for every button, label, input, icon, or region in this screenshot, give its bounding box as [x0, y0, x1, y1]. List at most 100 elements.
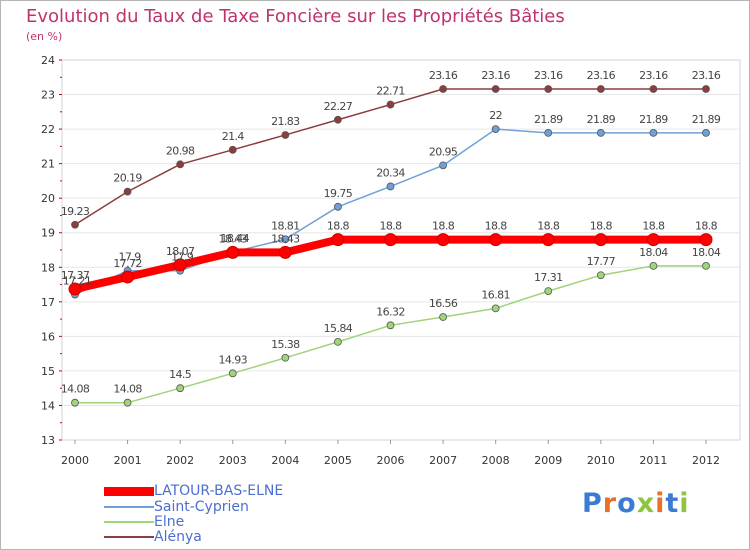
y-tick-label: 19	[41, 227, 55, 240]
data-point	[386, 100, 395, 109]
y-tick-label: 21	[41, 158, 55, 171]
data-label: 21.4	[222, 130, 245, 143]
legend-swatch	[104, 486, 154, 496]
data-label: 18.43	[219, 232, 248, 245]
data-label: 14.08	[61, 383, 90, 396]
data-label: 17.31	[534, 271, 563, 284]
y-tick-label: 17	[41, 296, 55, 309]
data-label: 21.89	[639, 113, 668, 126]
data-label: 16.32	[376, 305, 405, 318]
data-label: 22.71	[376, 85, 405, 98]
y-tick-label: 23	[41, 89, 55, 102]
data-label: 22.27	[324, 100, 353, 113]
data-label: 18.8	[379, 220, 402, 233]
data-label: 18.8	[642, 220, 665, 233]
legend-label: Alénya	[154, 529, 202, 545]
logo-letter: P	[582, 488, 603, 519]
data-point	[331, 233, 345, 247]
data-label: 14.93	[219, 353, 248, 366]
data-point	[436, 233, 450, 247]
data-label: 18.8	[695, 220, 718, 233]
data-point	[702, 85, 710, 93]
data-point	[71, 220, 79, 229]
data-label: 18.81	[271, 219, 300, 232]
data-label: 18.07	[166, 245, 195, 258]
x-tick-label: 2005	[324, 454, 352, 467]
data-label: 21.89	[692, 113, 721, 126]
data-point	[439, 161, 447, 170]
data-label: 17.21	[63, 275, 92, 288]
data-point	[596, 128, 605, 137]
data-point	[491, 85, 500, 93]
legend-item-saint-cyprien[interactable]: Saint-Cyprien	[104, 500, 249, 514]
data-point	[544, 128, 553, 137]
data-label: 21.89	[587, 113, 616, 126]
x-tick-label: 2002	[166, 454, 194, 467]
data-point	[439, 313, 447, 321]
data-label: 17.9	[119, 251, 142, 264]
data-label: 18.43	[271, 232, 300, 245]
data-label: 14.08	[113, 383, 142, 396]
data-label: 18.04	[692, 246, 721, 259]
data-label: 23.16	[587, 69, 616, 82]
data-point	[646, 233, 660, 247]
data-label: 21.89	[534, 113, 563, 126]
data-point	[649, 261, 658, 270]
series-elne	[71, 261, 710, 407]
data-label: 20.98	[166, 144, 195, 157]
data-label: 18.04	[639, 246, 668, 259]
data-point	[123, 398, 132, 407]
data-label: 17.9	[171, 251, 194, 264]
data-label: 17.72	[113, 257, 142, 270]
data-label: 20.19	[113, 172, 142, 185]
data-label: 15.84	[324, 322, 353, 335]
data-point	[699, 233, 713, 247]
y-tick-label: 22	[41, 123, 55, 136]
x-tick-label: 2010	[587, 454, 615, 467]
data-point	[68, 282, 82, 296]
legend-item-elne[interactable]: Elne	[104, 515, 184, 529]
data-label: 16.81	[481, 288, 510, 301]
legend-item-alenya[interactable]: Alénya	[104, 530, 202, 544]
x-tick-label: 2003	[219, 454, 247, 467]
data-point	[596, 271, 605, 280]
data-point	[544, 85, 553, 93]
data-point	[386, 182, 395, 191]
data-label: 21.83	[271, 115, 300, 128]
data-label: 18.8	[485, 220, 508, 233]
data-point	[386, 321, 395, 330]
data-label: 16.56	[429, 297, 458, 310]
data-point	[544, 287, 553, 296]
logo-letter: i	[655, 488, 666, 519]
data-point	[123, 187, 132, 196]
data-point	[281, 235, 290, 244]
data-point	[702, 128, 710, 137]
data-point	[334, 337, 342, 346]
y-tick-label: 15	[41, 365, 55, 378]
data-point	[649, 128, 658, 137]
data-point	[541, 233, 555, 247]
x-tick-label: 2008	[482, 454, 510, 467]
data-label: 20.34	[376, 166, 405, 179]
y-tick-label: 13	[41, 434, 55, 447]
series-latour-bas-elne	[68, 233, 713, 296]
legend-item-latour[interactable]: LATOUR-BAS-ELNE	[104, 484, 283, 498]
data-label: 17.77	[587, 255, 616, 268]
x-tick-label: 2007	[429, 454, 457, 467]
data-label: 19.75	[324, 187, 353, 200]
data-point	[228, 369, 237, 378]
logo-letter: x	[636, 488, 656, 519]
plot-area	[61, 59, 741, 441]
data-point	[702, 261, 710, 270]
proxiti-logo: Proxiti	[582, 488, 690, 519]
y-tick-label: 18	[41, 261, 55, 274]
y-tick-label: 14	[41, 399, 55, 412]
x-tick-label: 2000	[61, 454, 89, 467]
data-point	[226, 245, 240, 259]
y-tick-label: 20	[41, 192, 55, 205]
logo-letter: r	[602, 488, 618, 519]
data-label: 18.8	[327, 220, 350, 233]
data-label: 23.16	[639, 69, 668, 82]
x-tick-label: 2004	[271, 454, 299, 467]
